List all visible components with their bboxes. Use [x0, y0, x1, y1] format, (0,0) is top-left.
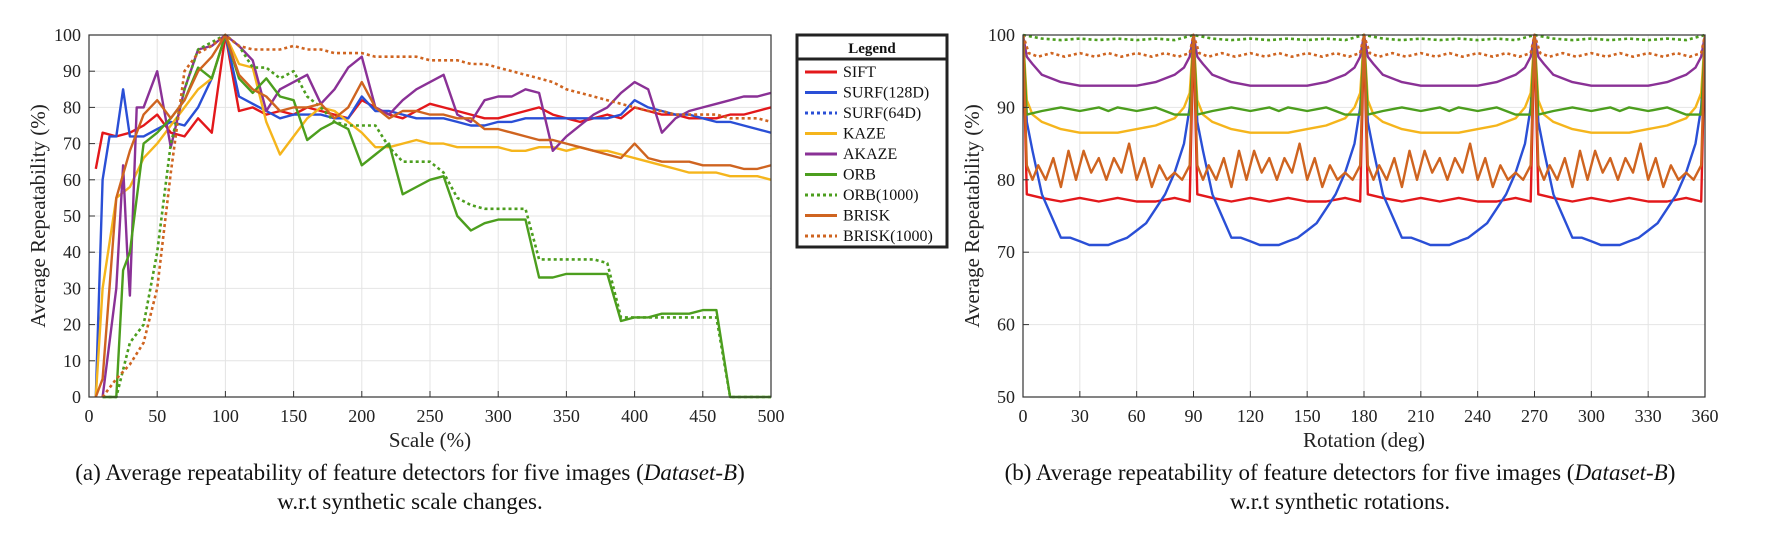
- y-tick-label: 70: [997, 242, 1015, 262]
- caption-a-post: ): [737, 460, 745, 485]
- x-tick-label: 500: [758, 406, 785, 426]
- x-tick-label: 90: [1185, 406, 1203, 426]
- x-tick-label: 400: [621, 406, 648, 426]
- legend-entry: BRISK: [843, 208, 891, 225]
- series-line-brisk: [94, 33, 771, 398]
- legend-entry: AKAZE: [843, 146, 897, 163]
- caption-b-post: ): [1667, 460, 1676, 485]
- x-tick-label: 120: [1237, 406, 1264, 426]
- legend-entry: SURF(128D): [843, 85, 929, 102]
- legend: Legend SIFT SURF(128D) SURF(64D) KAZE AKAZE OR…: [795, 33, 949, 249]
- legend-entry: ORB(1000): [843, 187, 919, 204]
- y-tick-label: 50: [63, 206, 81, 226]
- x-tick-label: 350: [553, 406, 580, 426]
- y-tick-label: 100: [54, 25, 81, 45]
- series-line-orb: [102, 33, 771, 399]
- legend-entry: ORB: [843, 167, 876, 184]
- x-tick-label: 150: [280, 406, 307, 426]
- y-tick-label: 30: [63, 278, 81, 298]
- y-tick-label: 100: [988, 25, 1015, 45]
- y-tick-label: 10: [63, 351, 81, 371]
- x-tick-label: 250: [417, 406, 444, 426]
- y-tick-label: 80: [63, 97, 81, 117]
- series-line-kaze: [94, 33, 771, 398]
- chart-a: 0 50 100 150 200 250 300 350 400 450 500 0 10 20 30 40 5…: [26, 25, 785, 452]
- y-tick-label: 20: [63, 315, 81, 335]
- y-tick-label: 50: [997, 387, 1015, 407]
- series-line-sift: [94, 33, 771, 170]
- x-tick-label: 30: [1071, 406, 1089, 426]
- x-tick-label: 300: [485, 406, 512, 426]
- x-axis-label: Scale (%): [389, 428, 471, 452]
- legend-entry: SURF(64D): [843, 105, 921, 122]
- x-tick-label: 150: [1294, 406, 1321, 426]
- x-tick-label: 450: [689, 406, 716, 426]
- x-axis-label: Rotation (deg): [1303, 428, 1425, 452]
- x-tick-label: 180: [1351, 406, 1378, 426]
- caption-a-italic: Dataset-B: [643, 460, 738, 485]
- y-tick-label: 90: [63, 61, 81, 81]
- legend-box: [795, 33, 949, 249]
- x-tick-label: 240: [1464, 406, 1491, 426]
- caption-a: (a) Average repeatability of feature det…: [30, 458, 790, 516]
- caption-b: (b) Average repeatability of feature det…: [960, 458, 1720, 516]
- x-tick-label: 60: [1128, 406, 1146, 426]
- x-tick-label: 50: [148, 406, 166, 426]
- y-axis-label: Average Repeatability (%): [26, 104, 50, 328]
- series-line-surf-128d-: [94, 33, 771, 398]
- legend-entry: KAZE: [843, 126, 886, 143]
- x-tick-label: 270: [1521, 406, 1548, 426]
- series-line-brisk-1000-: [101, 33, 771, 398]
- y-axis-label: Average Repeatability (%): [960, 104, 984, 328]
- legend-entry: SIFT: [843, 64, 876, 81]
- x-tick-label: 210: [1407, 406, 1434, 426]
- y-tick-label: 40: [63, 242, 81, 262]
- legend-entry: BRISK(1000): [843, 228, 933, 245]
- series-line-akaze: [101, 33, 771, 398]
- y-tick-label: 60: [63, 170, 81, 190]
- chart-b: 0 30 60 90 120 150 180 210 240 270 300 330 360 50 60 70…: [960, 25, 1719, 452]
- y-tick-label: 60: [997, 315, 1015, 335]
- y-tick-label: 90: [997, 97, 1015, 117]
- x-tick-label: 200: [348, 406, 375, 426]
- x-tick-label: 330: [1635, 406, 1662, 426]
- x-tick-label: 300: [1578, 406, 1605, 426]
- caption-a-pre: (a) Average repeatability of feature det…: [75, 460, 644, 485]
- series-line-orb-1000-: [102, 33, 771, 399]
- caption-b-italic: Dataset-B: [1574, 460, 1668, 485]
- y-tick-label: 70: [63, 134, 81, 154]
- y-tick-label: 0: [72, 387, 81, 407]
- caption-a-line2: w.r.t synthetic scale changes.: [277, 489, 543, 514]
- x-tick-label: 0: [85, 406, 94, 426]
- caption-b-line2: w.r.t synthetic rotations.: [1229, 489, 1451, 514]
- x-tick-label: 100: [212, 406, 239, 426]
- y-tick-label: 80: [997, 170, 1015, 190]
- x-tick-label: 360: [1692, 406, 1719, 426]
- x-tick-label: 0: [1019, 406, 1028, 426]
- legend-title: Legend: [848, 41, 896, 57]
- caption-b-pre: (b) Average repeatability of feature det…: [1004, 460, 1575, 485]
- figure: 0 50 100 150 200 250 300 350 400 450 5000102030405…: [26, 25, 1719, 452]
